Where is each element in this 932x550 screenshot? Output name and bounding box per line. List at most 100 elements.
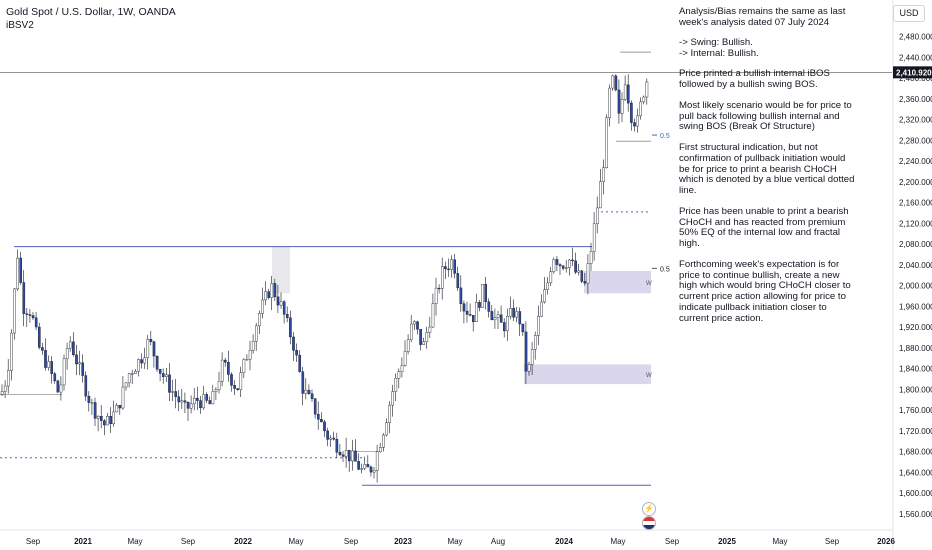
candle-body [465, 310, 469, 315]
candle-body [254, 325, 258, 342]
candle-body [366, 464, 370, 468]
candle-body [161, 373, 165, 377]
candle-body [276, 296, 280, 306]
candle-body [354, 450, 357, 462]
price-tick-label: 1,640.000 [899, 468, 932, 477]
candle-body [335, 439, 339, 453]
candle-body [416, 321, 419, 330]
candle-body [233, 385, 236, 389]
price-tick-label: 1,920.000 [899, 323, 932, 332]
candle-body [93, 402, 97, 419]
candle-body [506, 316, 509, 332]
candle-body [152, 341, 156, 357]
price-tick-label: 1,720.000 [899, 427, 932, 436]
candle-body [264, 291, 267, 301]
flag-icon[interactable] [642, 516, 656, 530]
time-tick-label: Sep [344, 537, 359, 546]
candle-body [41, 347, 44, 351]
time-tick-label: 2024 [555, 537, 573, 546]
time-tick-label: 2025 [718, 537, 736, 546]
candle-body [472, 315, 475, 323]
candle-body [586, 263, 590, 284]
candle-body [642, 96, 646, 103]
candle-body [155, 355, 159, 370]
time-tick-label: 2022 [234, 537, 252, 546]
time-tick-label: May [447, 537, 462, 546]
candle-body [317, 414, 320, 420]
candle-body [561, 265, 565, 269]
highlight-column [272, 246, 290, 294]
candle-body [158, 369, 162, 374]
candle-body [165, 374, 168, 377]
note-paragraph: Analysis/Bias remains the same as last w… [679, 6, 846, 28]
candle-body [174, 391, 178, 397]
candle-body [236, 388, 240, 391]
candle-body [552, 259, 556, 272]
time-tick-label: May [772, 537, 787, 546]
price-tick-label: 2,080.000 [899, 240, 932, 249]
candle-body [267, 291, 271, 298]
candle-body [478, 302, 481, 308]
candle-body [25, 313, 29, 315]
candle-body [639, 101, 642, 117]
eq-label: 0.5 [660, 266, 670, 273]
price-tick-label: 1,600.000 [899, 489, 932, 498]
candle-body [323, 421, 326, 432]
analysis-notes: Analysis/Bias remains the same as last w… [679, 6, 857, 334]
candle-body [292, 336, 295, 351]
candle-body [397, 371, 401, 379]
candle-body [496, 314, 500, 318]
candle-body [524, 331, 528, 372]
candle-body [428, 326, 432, 333]
candle-body [245, 359, 249, 361]
candle-body [208, 400, 212, 405]
candle-body [168, 374, 171, 393]
candle-body [530, 349, 534, 365]
candle-body [47, 361, 50, 368]
candle-body [546, 282, 549, 290]
candle-body [121, 386, 125, 409]
candle-body [217, 381, 221, 390]
candle-body [633, 122, 636, 127]
zone-label: W [646, 373, 652, 379]
candle-body [574, 260, 577, 273]
candle-body [227, 362, 230, 375]
candle-body [143, 357, 147, 364]
candle-body [527, 364, 531, 372]
candle-body [112, 411, 115, 425]
candle-body [50, 361, 53, 374]
time-tick-label: May [288, 537, 303, 546]
candle-body [137, 359, 140, 372]
candle-body [419, 329, 422, 345]
candle-body [38, 326, 41, 348]
candle-body [580, 270, 584, 282]
price-tick-label: 2,440.000 [899, 53, 932, 62]
price-tick-label: 1,840.000 [899, 365, 932, 374]
candle-body [583, 281, 587, 284]
candle-body [357, 461, 360, 470]
candle-body [180, 400, 184, 403]
currency-button[interactable]: USD [893, 5, 925, 22]
indicator-label[interactable]: iBSV2 [6, 20, 34, 31]
note-paragraph: -> Swing: Bullish. -> Internal: Bullish. [679, 37, 759, 60]
note-paragraph: First structural indication, but not con… [679, 141, 855, 197]
candle-body [31, 315, 35, 319]
candle-body [605, 117, 608, 169]
candle-body [503, 322, 506, 332]
candle-body [608, 87, 611, 119]
candle-body [351, 450, 354, 462]
time-tick-label: Aug [491, 537, 505, 546]
candle-body [78, 362, 81, 365]
candle-body [385, 422, 388, 436]
candle-body [295, 350, 298, 356]
lightning-icon[interactable]: ⚡ [642, 502, 656, 516]
candle-body [565, 267, 568, 269]
symbol-title: Gold Spot / U.S. Dollar, 1W, OANDA [6, 6, 176, 18]
candle-body [611, 75, 615, 89]
candle-body [627, 84, 630, 104]
candle-body [99, 416, 103, 421]
candle-body [484, 284, 488, 302]
candle-body [444, 266, 447, 270]
